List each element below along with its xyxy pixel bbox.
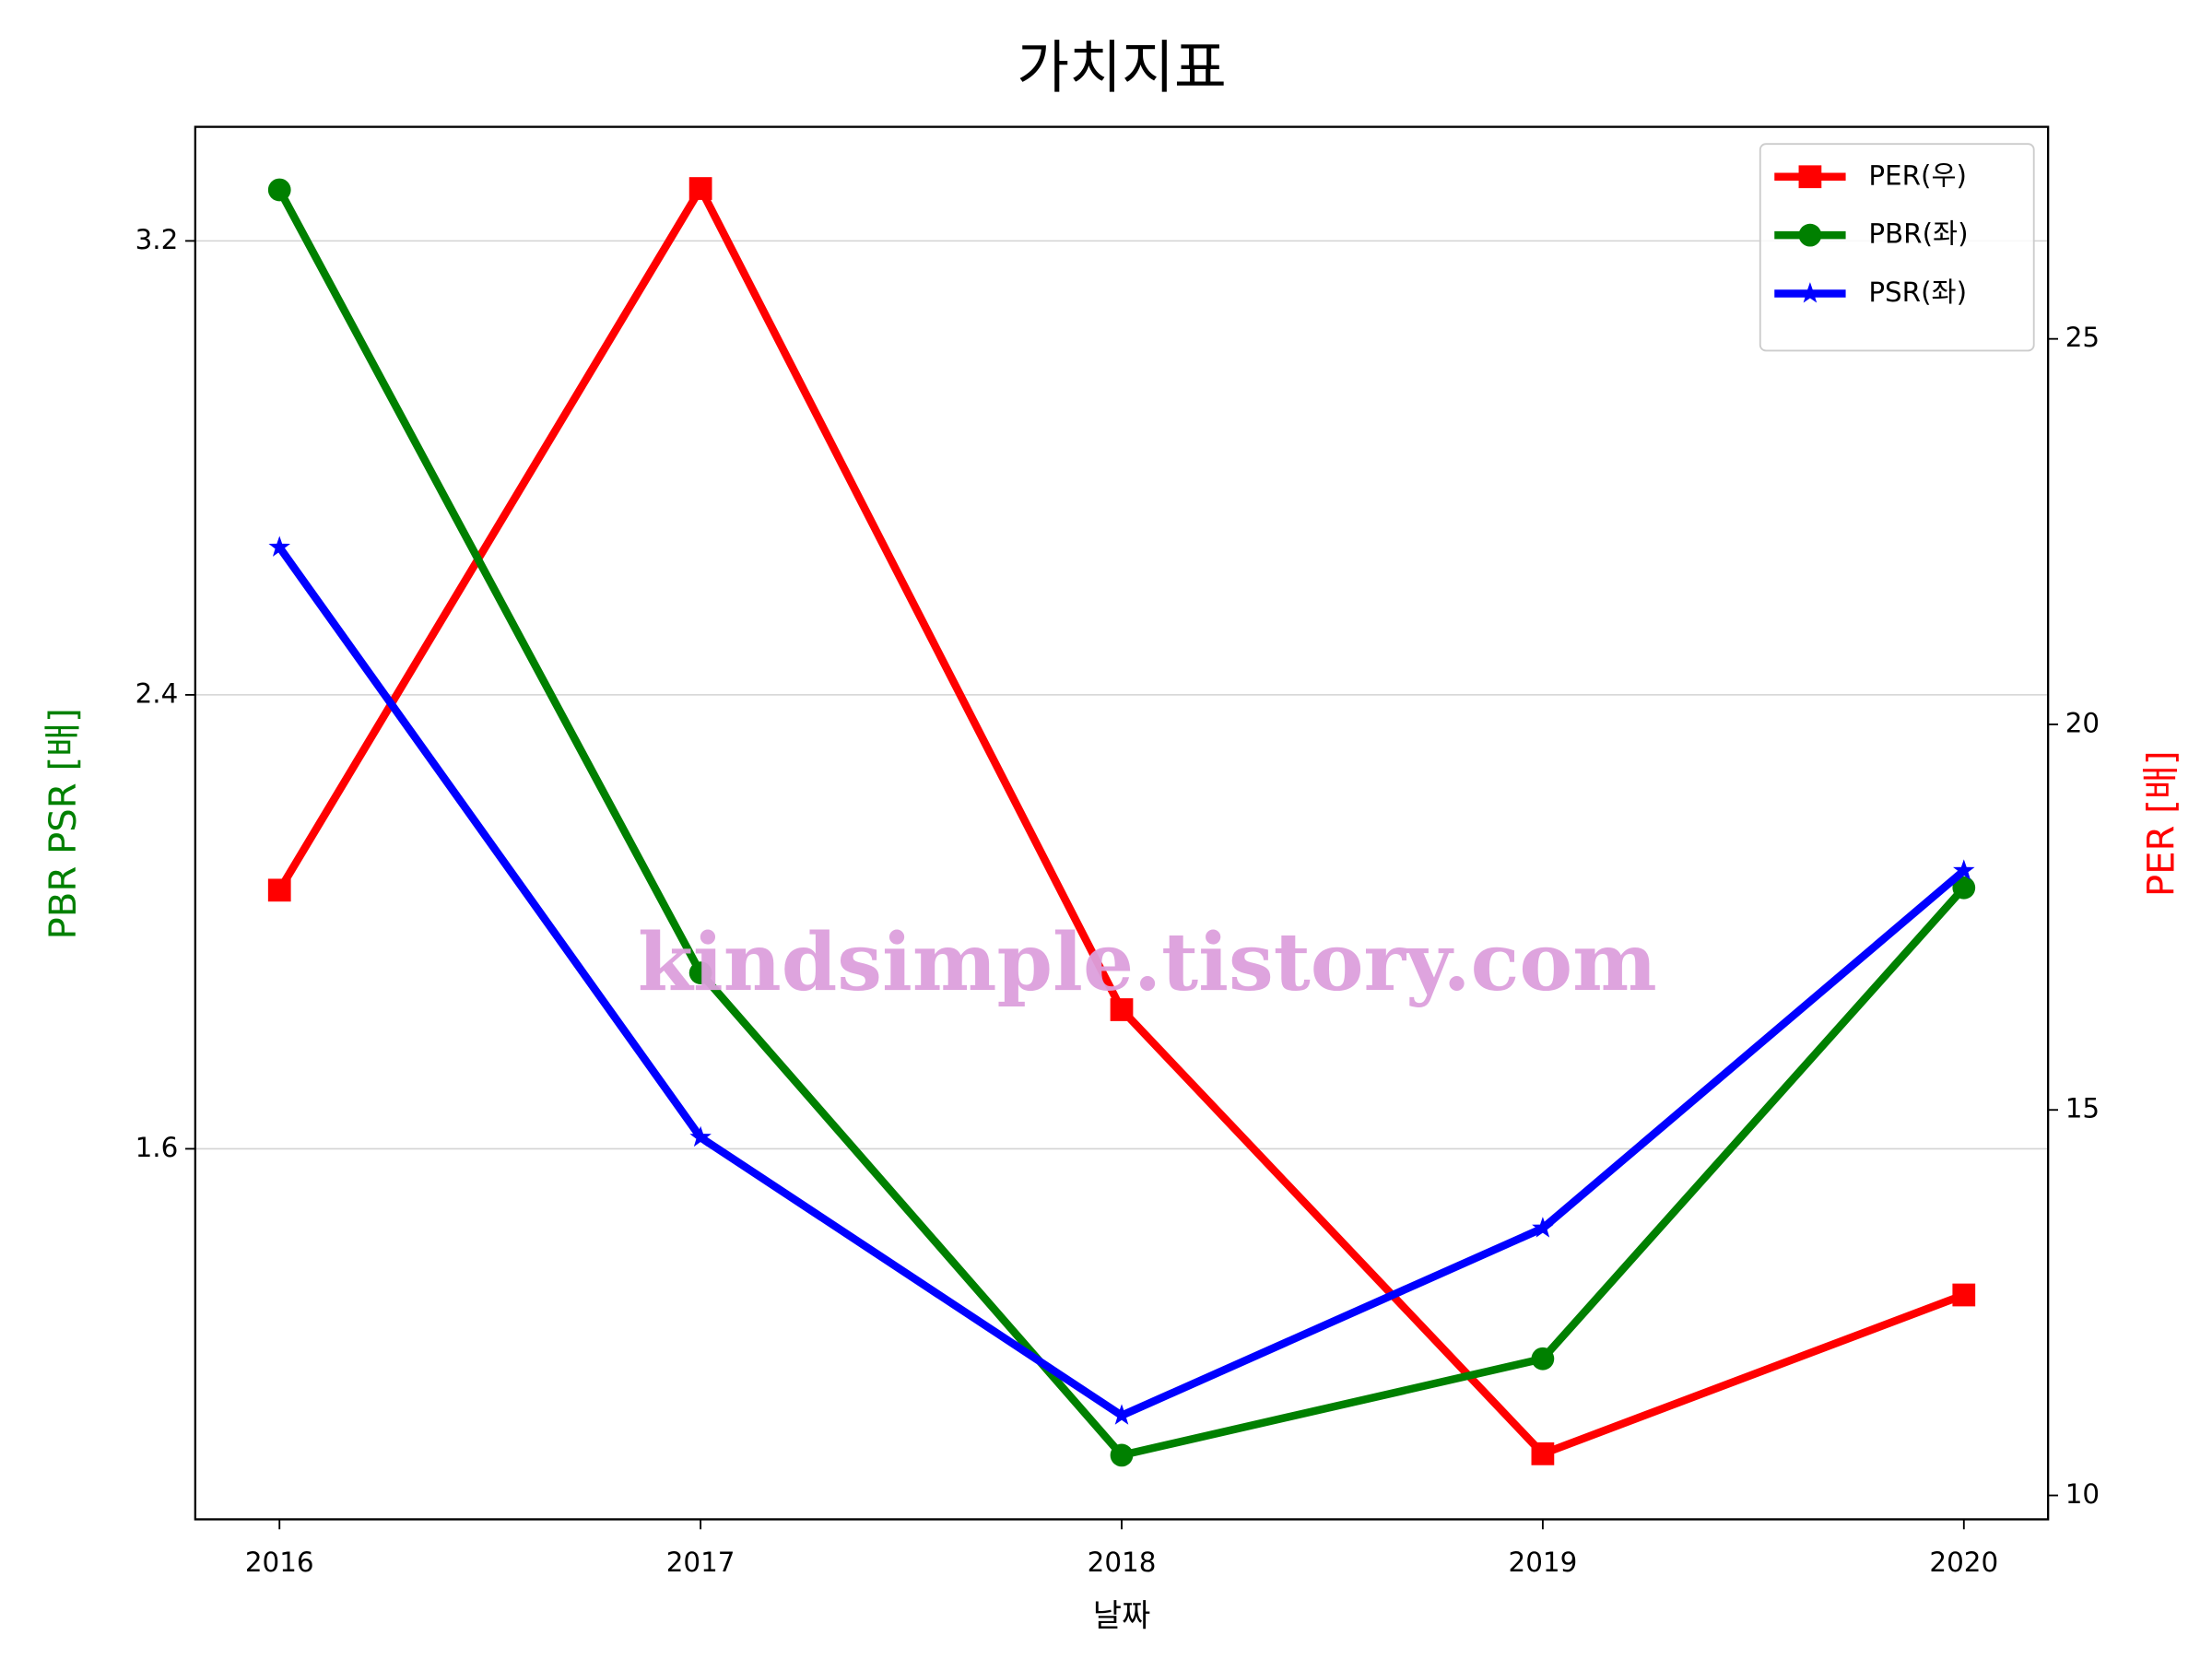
- legend: PER(우) PBR(좌) PSR(좌): [1759, 143, 2035, 352]
- marker: [1953, 859, 1975, 880]
- marker: [1952, 876, 1976, 900]
- watermark: kindsimple.tistory.com: [638, 916, 1657, 1009]
- legend-label: PSR(좌): [1868, 276, 1967, 308]
- marker: [688, 961, 712, 984]
- legend-label: PER(우): [1868, 159, 1967, 191]
- marker: [1799, 282, 1821, 303]
- marker: [1110, 998, 1134, 1021]
- y-axis-label: PBR PSR [배]: [42, 708, 85, 939]
- y2-tick-label: 10: [2065, 1478, 2100, 1510]
- marker: [1111, 1404, 1133, 1425]
- marker: [268, 535, 290, 557]
- x-tick-label: 2020: [1929, 1547, 1998, 1578]
- legend-label: PBR(좌): [1868, 218, 1968, 250]
- marker: [1532, 1217, 1554, 1238]
- marker: [1110, 1443, 1134, 1467]
- x-tick-label: 2017: [666, 1547, 735, 1578]
- y2-axis-label: PER [배]: [2140, 750, 2183, 897]
- marker: [1952, 1283, 1976, 1307]
- y-tick-label: 2.4: [135, 677, 179, 709]
- x-tick-label: 2018: [1088, 1547, 1157, 1578]
- y-tick-label: 3.2: [135, 224, 179, 255]
- legend-frame: [1759, 143, 2035, 352]
- marker: [267, 178, 291, 202]
- chart-title: 가치지표: [1017, 34, 1227, 100]
- marker: [688, 177, 712, 200]
- x-tick-label: 2019: [1509, 1547, 1578, 1578]
- y2-tick-label: 15: [2065, 1093, 2100, 1124]
- grid: [194, 240, 2049, 1150]
- marker: [689, 1125, 712, 1147]
- marker: [1531, 1347, 1555, 1371]
- marker: [1531, 1441, 1555, 1465]
- x-axis-label: 날짜: [1093, 1598, 1151, 1635]
- y2-tick-label: 20: [2065, 707, 2100, 738]
- marker: [267, 878, 291, 902]
- y-tick-label: 1.6: [135, 1132, 179, 1163]
- marker: [1798, 165, 1822, 189]
- plot: [267, 177, 1976, 1467]
- marker: [1798, 223, 1822, 247]
- x-tick-label: 2016: [245, 1547, 314, 1578]
- y2-tick-label: 25: [2065, 322, 2100, 353]
